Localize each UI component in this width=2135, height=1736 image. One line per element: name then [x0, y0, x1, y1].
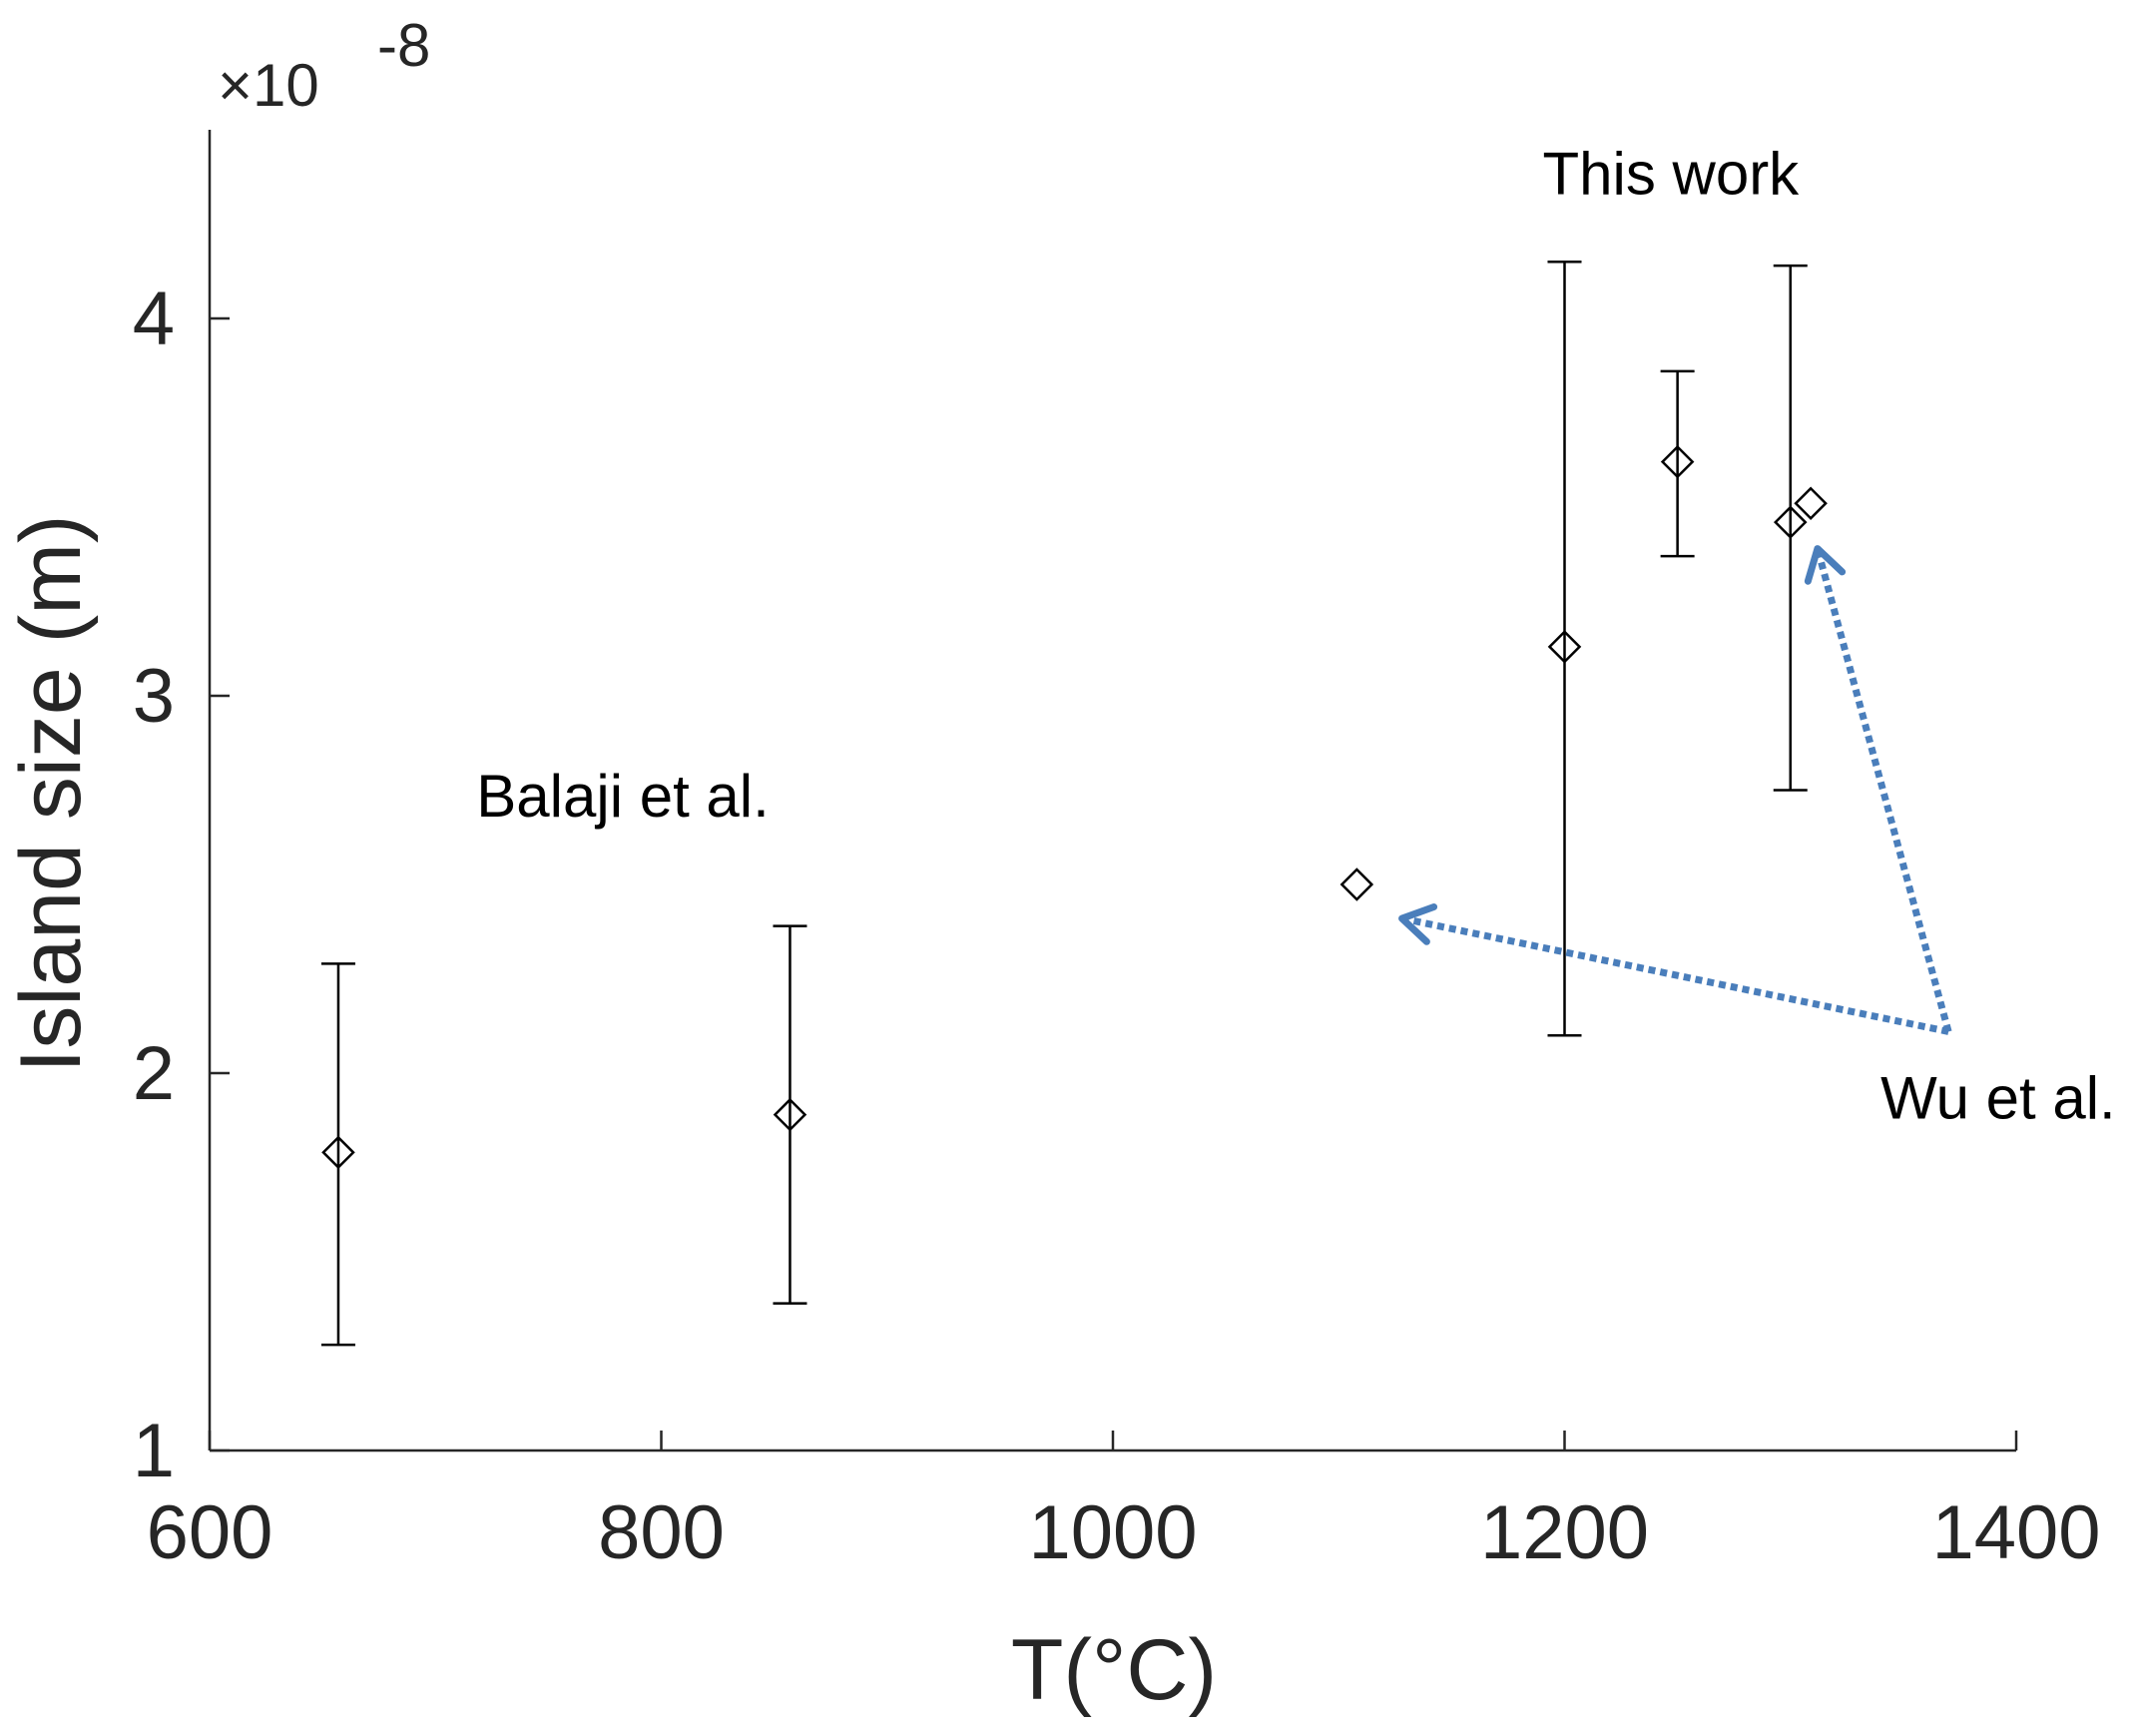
data-point-diamond	[773, 1097, 807, 1132]
annotation-arrows	[1398, 545, 1952, 1035]
data-point-diamond	[1773, 505, 1808, 539]
y-tick-label: 1	[133, 1409, 175, 1493]
y-axis-title: Island size (m)	[3, 514, 99, 1072]
y-exponent: ×10 -8	[218, 12, 430, 119]
dotted-arrow-shaft	[1814, 547, 1952, 1033]
data-point-diamond	[1794, 486, 1828, 520]
data-point-diamond	[1547, 630, 1582, 664]
x-tick-label: 1400	[1931, 1490, 2100, 1575]
x-tick-label: 1000	[1028, 1490, 1197, 1575]
annotation-label: Wu et al.	[1880, 1064, 2116, 1131]
dotted-arrow-shaft	[1400, 914, 1949, 1035]
y-tick-label: 2	[133, 1031, 175, 1116]
x-tick-label: 1200	[1480, 1490, 1649, 1575]
data-point-diamond	[1660, 444, 1695, 479]
x-tick-label: 800	[598, 1490, 725, 1575]
annotations: Balaji et al. This work Wu et al.	[476, 140, 2115, 1131]
y-tick-label: 3	[133, 654, 175, 739]
annotation-label: This work	[1542, 140, 1800, 207]
y-tick-label: 4	[133, 277, 175, 361]
error-bars	[320, 261, 1808, 1347]
annotation-label: Balaji et al.	[476, 763, 770, 830]
y-exponent-power: -8	[377, 12, 430, 79]
data-markers	[321, 444, 1828, 1170]
x-axis-ticks: 600 800 1000 1200 1400	[147, 1431, 2101, 1575]
arrow-head-icon	[1398, 902, 1438, 945]
x-axis-title: T(°C)	[1011, 1622, 1217, 1718]
y-axis-ticks: 1 2 3 4	[133, 277, 230, 1493]
x-tick-label: 600	[147, 1490, 273, 1575]
data-point-diamond	[1339, 868, 1374, 901]
arrow-head-icon	[1804, 545, 1847, 585]
y-exponent-base: ×10	[218, 52, 319, 119]
data-point-diamond	[321, 1135, 355, 1170]
